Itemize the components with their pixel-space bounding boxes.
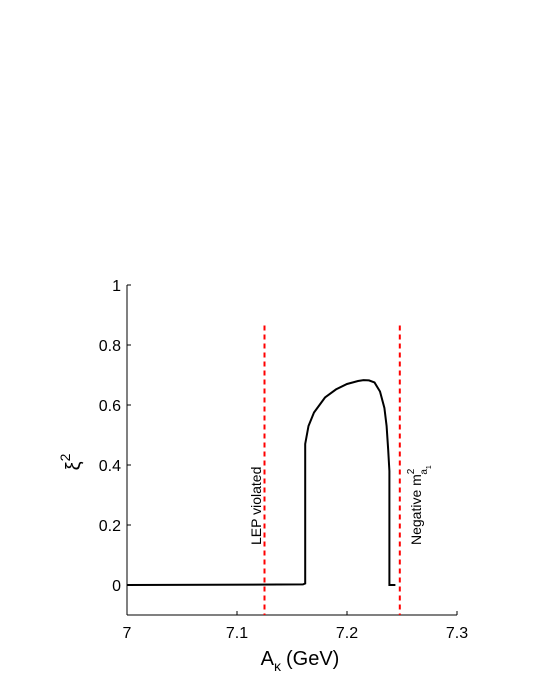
y-axis-label: ξ2 [57,453,85,470]
x-axis-label-unit: (GeV) [286,648,339,670]
y-axis-label-main: ξ [63,461,85,470]
x-tick-label: 7 [123,625,132,642]
annotation-negative-ma1-main: Negative m [408,474,424,545]
annotation-negative-ma1-sup: 2 [406,468,417,474]
y-tick-label: 0.8 [99,338,121,355]
annotation-negative-ma1: Negative m2 a1 [406,465,433,545]
series-layer [126,379,396,586]
x-tick-label: 7.2 [336,625,358,642]
x-ticks: 7 7.1 7.2 7.3 [123,611,468,642]
x-axis-label-sub: κ [274,658,282,674]
y-tick-label: 0.2 [99,518,121,535]
y-axis-label-sup: 2 [57,453,73,461]
x-axis-label-main: A [261,648,275,670]
plot-axes [126,285,457,616]
y-tick-label: 0.4 [99,458,121,475]
y-ticks: 0 0.2 0.4 0.6 0.8 1 [99,278,131,595]
annotation-negative-ma1-subsub: 1 [426,465,433,469]
series-line [126,379,396,586]
x-tick-label: 7.1 [226,625,248,642]
x-axis-label: Aκ (GeV) [261,648,340,674]
annotation-negative-ma1-sub: a [419,469,430,475]
annotation-lep-violated: LEP violated [248,467,264,545]
y-tick-label: 1 [112,278,121,295]
x-tick-label: 7.3 [446,625,468,642]
y-tick-label: 0 [112,578,121,595]
y-tick-label: 0.6 [99,398,121,415]
reference-lines [263,325,401,615]
